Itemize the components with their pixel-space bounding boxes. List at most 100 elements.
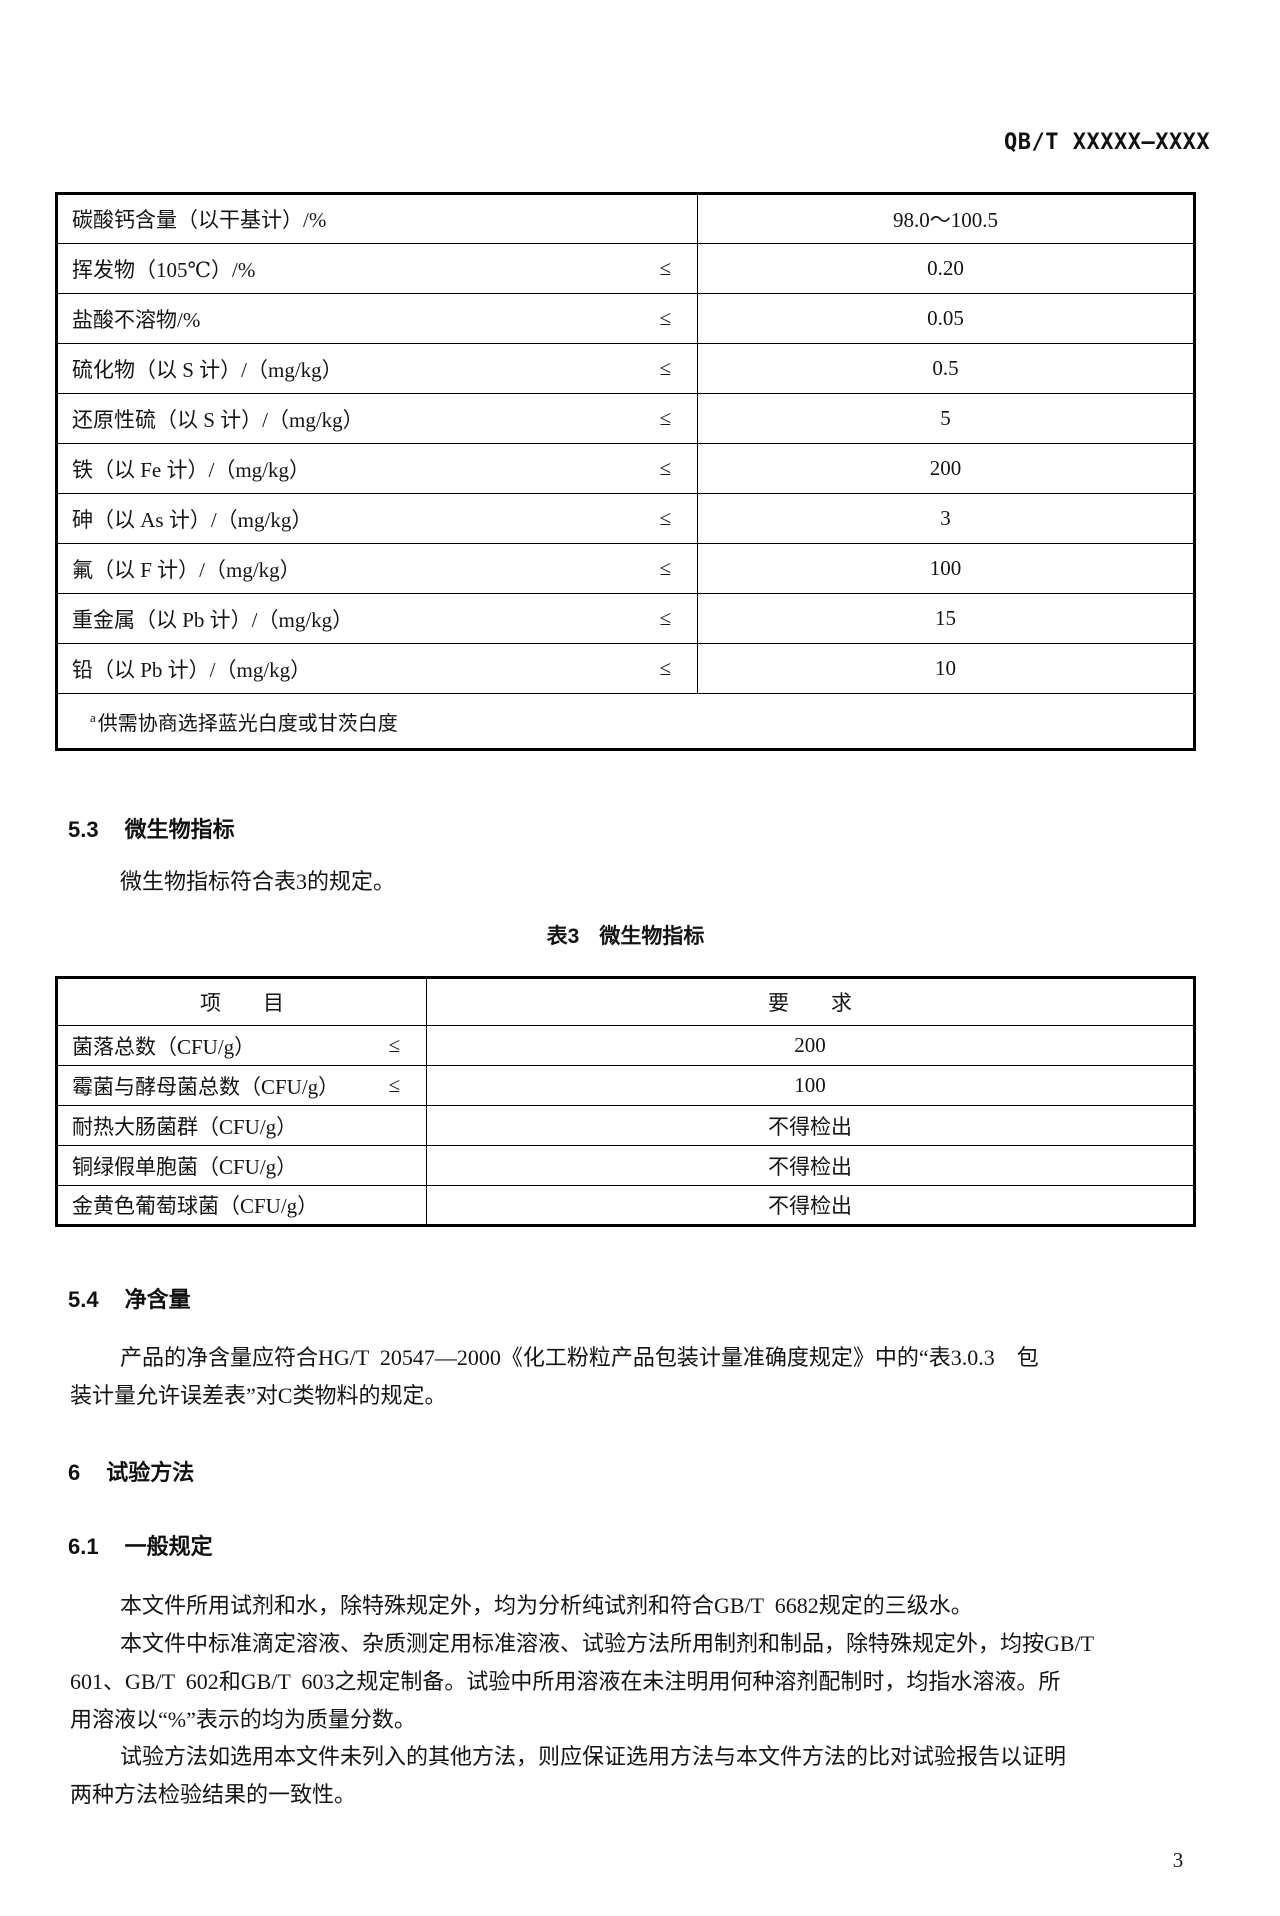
item-cell: 碳酸钙含量（以干基计）/% xyxy=(56,193,698,244)
item-cell: 耐热大肠菌群（CFU/g） xyxy=(56,1105,427,1146)
value-cell: 100 xyxy=(426,1065,1195,1106)
item-cell: 霉菌与酵母菌总数（CFU/g） ≤ xyxy=(56,1065,427,1106)
item-cell: 盐酸不溶物/% ≤ xyxy=(56,293,698,344)
item-label: 铁（以 Fe 计）/（mg/kg） xyxy=(72,457,311,482)
value-cell: 0.5 xyxy=(697,343,1195,394)
item-label: 铜绿假单胞菌（CFU/g） xyxy=(72,1154,298,1179)
table3-header-row: 项 目 要 求 xyxy=(56,977,1195,1026)
leq-symbol: ≤ xyxy=(659,356,671,380)
caption-label: 表3 xyxy=(546,925,580,948)
item-cell: 砷（以 As 计）/（mg/kg） ≤ xyxy=(56,493,698,544)
item-label: 还原性硫（以 S 计）/（mg/kg） xyxy=(72,407,364,432)
footnote-cell: a 供需协商选择蓝光白度或甘茨白度 xyxy=(56,693,1195,750)
leq-symbol: ≤ xyxy=(388,1073,400,1097)
value-cell: 不得检出 xyxy=(426,1185,1195,1226)
leq-symbol: ≤ xyxy=(659,306,671,330)
section-title: 试验方法 xyxy=(106,1460,195,1485)
section-title: 一般规定 xyxy=(124,1534,213,1559)
footnote-marker: a xyxy=(90,709,96,725)
standard-code-header: QB/T XXXXX—XXXX xyxy=(1004,130,1211,155)
table-row: 挥发物（105℃）/% ≤ 0.20 xyxy=(56,243,1195,294)
item-label: 碳酸钙含量（以干基计）/% xyxy=(72,208,327,232)
value-cell: 10 xyxy=(697,643,1195,694)
value-cell: 3 xyxy=(697,493,1195,544)
caption-title: 微生物指标 xyxy=(599,925,705,948)
table-row: 氟（以 F 计）/（mg/kg） ≤ 100 xyxy=(56,543,1195,594)
paragraph-line: 本文件所用试剂和水，除特殊规定外，均为分析纯试剂和符合GB/T 6682规定的三… xyxy=(120,1593,973,1618)
table-row: 铅（以 Pb 计）/（mg/kg） ≤ 10 xyxy=(56,643,1195,694)
leq-symbol: ≤ xyxy=(388,1033,400,1057)
value-cell: 不得检出 xyxy=(426,1105,1195,1146)
section-5-4-paragraph: 产品的净含量应符合HG/T 20547—2000《化工粉粒产品包装计量准确度规定… xyxy=(70,1339,1245,1415)
leq-symbol: ≤ xyxy=(659,606,671,630)
paragraph-line: 两种方法检验结果的一致性。 xyxy=(70,1782,357,1807)
table3-caption: 表3 微生物指标 xyxy=(55,922,1196,952)
section-6-1-heading: 6.1 一般规定 xyxy=(68,1532,213,1562)
page-number: 3 xyxy=(1172,1848,1184,1872)
table-row: 菌落总数（CFU/g） ≤ 200 xyxy=(56,1025,1195,1066)
table-row: 耐热大肠菌群（CFU/g） 不得检出 xyxy=(56,1105,1195,1146)
item-label: 氟（以 F 计）/（mg/kg） xyxy=(72,557,301,582)
item-cell: 挥发物（105℃）/% ≤ xyxy=(56,243,698,294)
value-cell: 100 xyxy=(697,543,1195,594)
section-6-heading: 6 试验方法 xyxy=(68,1458,194,1488)
table-row: 金黄色葡萄球菌（CFU/g） 不得检出 xyxy=(56,1185,1195,1226)
item-label: 重金属（以 Pb 计）/（mg/kg） xyxy=(72,607,354,632)
paragraph-line: 产品的净含量应符合HG/T 20547—2000《化工粉粒产品包装计量准确度规定… xyxy=(120,1345,1039,1370)
value-cell: 98.0～100.5 xyxy=(697,193,1195,244)
paragraph-line: 601、GB/T 602和GB/T 603之规定制备。试验中所用溶液在未注明用何… xyxy=(70,1669,1061,1694)
section-title: 微生物指标 xyxy=(124,817,235,842)
section-6-1-paragraph-2: 本文件中标准滴定溶液、杂质测定用标准溶液、试验方法所用制剂和制品，除特殊规定外，… xyxy=(70,1625,1245,1739)
section-number: 6 xyxy=(68,1460,81,1485)
value-cell: 不得检出 xyxy=(426,1145,1195,1186)
table-row: 还原性硫（以 S 计）/（mg/kg） ≤ 5 xyxy=(56,393,1195,444)
item-cell: 铁（以 Fe 计）/（mg/kg） ≤ xyxy=(56,443,698,494)
paragraph-line: 用溶液以“%”表示的均为质量分数。 xyxy=(70,1707,416,1732)
table-row: 霉菌与酵母菌总数（CFU/g） ≤ 100 xyxy=(56,1065,1195,1106)
header-requirement-cell: 要 求 xyxy=(426,977,1195,1026)
paragraph-line: 试验方法如选用本文件未列入的其他方法，则应保证选用方法与本文件方法的比对试验报告… xyxy=(120,1744,1067,1769)
item-label: 硫化物（以 S 计）/（mg/kg） xyxy=(72,357,343,382)
leq-symbol: ≤ xyxy=(659,256,671,280)
section-6-1-paragraph-3: 试验方法如选用本文件未列入的其他方法，则应保证选用方法与本文件方法的比对试验报告… xyxy=(70,1738,1245,1814)
item-label: 菌落总数（CFU/g） xyxy=(72,1034,256,1059)
paragraph-line: 装计量允许误差表”对C类物料的规定。 xyxy=(70,1383,447,1408)
item-cell: 金黄色葡萄球菌（CFU/g） xyxy=(56,1185,427,1226)
section-title: 净含量 xyxy=(124,1287,191,1312)
item-label: 耐热大肠菌群（CFU/g） xyxy=(72,1114,298,1139)
microbiological-table: 项 目 要 求 菌落总数（CFU/g） ≤ 200 霉菌与酵母菌总数（CFU/g）… xyxy=(55,976,1196,1227)
value-cell: 15 xyxy=(697,593,1195,644)
table-row: 砷（以 As 计）/（mg/kg） ≤ 3 xyxy=(56,493,1195,544)
table-row: 重金属（以 Pb 计）/（mg/kg） ≤ 15 xyxy=(56,593,1195,644)
item-label: 金黄色葡萄球菌（CFU/g） xyxy=(72,1194,319,1218)
section-number: 5.3 xyxy=(68,817,99,842)
table-row: 盐酸不溶物/% ≤ 0.05 xyxy=(56,293,1195,344)
value-cell: 200 xyxy=(697,443,1195,494)
header-item-cell: 项 目 xyxy=(56,977,427,1026)
leq-symbol: ≤ xyxy=(659,556,671,580)
item-cell: 硫化物（以 S 计）/（mg/kg） ≤ xyxy=(56,343,698,394)
item-cell: 重金属（以 Pb 计）/（mg/kg） ≤ xyxy=(56,593,698,644)
item-cell: 铅（以 Pb 计）/（mg/kg） ≤ xyxy=(56,643,698,694)
section-number: 6.1 xyxy=(68,1534,99,1559)
section-5-3-paragraph: 微生物指标符合表3的规定。 xyxy=(70,863,1245,901)
value-cell: 200 xyxy=(426,1025,1195,1066)
section-5-3-heading: 5.3 微生物指标 xyxy=(68,815,235,845)
value-cell: 5 xyxy=(697,393,1195,444)
footnote-text: 供需协商选择蓝光白度或甘茨白度 xyxy=(97,712,398,735)
physicochemical-table: 碳酸钙含量（以干基计）/% 98.0～100.5 挥发物（105℃）/% ≤ 0.… xyxy=(55,192,1196,751)
section-5-4-heading: 5.4 净含量 xyxy=(68,1285,191,1315)
section-number: 5.4 xyxy=(68,1287,99,1312)
item-cell: 还原性硫（以 S 计）/（mg/kg） ≤ xyxy=(56,393,698,444)
section-6-1-paragraph-1: 本文件所用试剂和水，除特殊规定外，均为分析纯试剂和符合GB/T 6682规定的三… xyxy=(70,1587,1245,1625)
leq-symbol: ≤ xyxy=(659,506,671,530)
paragraph-line: 本文件中标准滴定溶液、杂质测定用标准溶液、试验方法所用制剂和制品，除特殊规定外，… xyxy=(120,1631,1095,1656)
leq-symbol: ≤ xyxy=(659,656,671,680)
value-cell: 0.05 xyxy=(697,293,1195,344)
item-label: 砷（以 As 计）/（mg/kg） xyxy=(72,507,313,532)
item-label: 铅（以 Pb 计）/（mg/kg） xyxy=(72,657,312,682)
item-label: 霉菌与酵母菌总数（CFU/g） xyxy=(72,1074,340,1099)
item-cell: 氟（以 F 计）/（mg/kg） ≤ xyxy=(56,543,698,594)
value-cell: 0.20 xyxy=(697,243,1195,294)
